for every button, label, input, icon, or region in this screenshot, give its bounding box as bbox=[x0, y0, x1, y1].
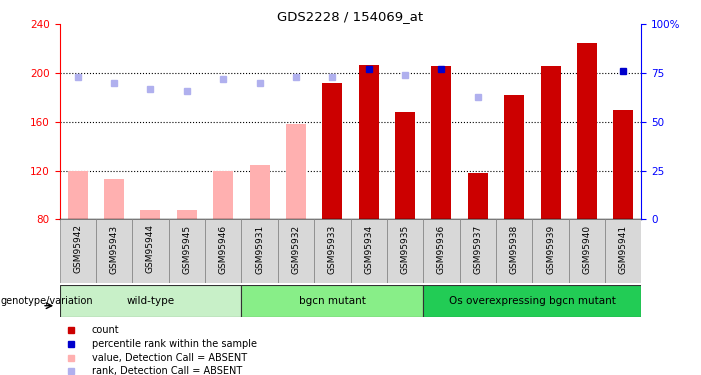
Bar bbox=[132, 219, 169, 283]
Bar bbox=[423, 285, 641, 317]
Bar bbox=[241, 219, 278, 283]
Bar bbox=[532, 219, 569, 283]
Bar bbox=[577, 43, 597, 219]
Bar bbox=[569, 219, 605, 283]
Text: GSM95937: GSM95937 bbox=[473, 225, 482, 274]
Bar bbox=[140, 210, 161, 219]
Text: count: count bbox=[92, 326, 119, 335]
Text: GSM95943: GSM95943 bbox=[109, 225, 118, 274]
Text: GSM95940: GSM95940 bbox=[583, 225, 592, 274]
Text: GSM95945: GSM95945 bbox=[182, 225, 191, 274]
Text: Os overexpressing bgcn mutant: Os overexpressing bgcn mutant bbox=[449, 296, 615, 306]
Bar bbox=[241, 285, 423, 317]
Bar bbox=[250, 165, 270, 219]
Bar bbox=[460, 219, 496, 283]
Text: GSM95932: GSM95932 bbox=[292, 225, 301, 274]
Bar bbox=[60, 219, 96, 283]
Bar bbox=[359, 64, 379, 219]
Bar bbox=[96, 219, 132, 283]
Bar bbox=[496, 219, 532, 283]
Bar bbox=[213, 171, 233, 219]
Text: genotype/variation: genotype/variation bbox=[1, 296, 93, 306]
Text: bgcn mutant: bgcn mutant bbox=[299, 296, 366, 306]
Text: GSM95944: GSM95944 bbox=[146, 225, 155, 273]
Text: GSM95933: GSM95933 bbox=[328, 225, 336, 274]
Bar bbox=[605, 219, 641, 283]
Bar bbox=[350, 219, 387, 283]
Bar bbox=[613, 110, 633, 219]
Text: GSM95936: GSM95936 bbox=[437, 225, 446, 274]
Bar bbox=[205, 219, 241, 283]
Text: GSM95939: GSM95939 bbox=[546, 225, 555, 274]
Text: GSM95941: GSM95941 bbox=[619, 225, 627, 274]
Title: GDS2228 / 154069_at: GDS2228 / 154069_at bbox=[278, 10, 423, 23]
Text: GSM95935: GSM95935 bbox=[400, 225, 409, 274]
Text: wild-type: wild-type bbox=[126, 296, 175, 306]
Bar bbox=[431, 66, 451, 219]
Text: GSM95946: GSM95946 bbox=[219, 225, 228, 274]
Bar bbox=[177, 210, 197, 219]
Bar bbox=[423, 219, 460, 283]
Text: rank, Detection Call = ABSENT: rank, Detection Call = ABSENT bbox=[92, 366, 242, 375]
Bar bbox=[322, 83, 342, 219]
Text: GSM95942: GSM95942 bbox=[74, 225, 82, 273]
Bar bbox=[169, 219, 205, 283]
Bar bbox=[104, 179, 124, 219]
Text: percentile rank within the sample: percentile rank within the sample bbox=[92, 339, 257, 349]
Bar bbox=[395, 112, 415, 219]
Bar bbox=[468, 173, 488, 219]
Bar bbox=[387, 219, 423, 283]
Bar bbox=[68, 171, 88, 219]
Bar bbox=[504, 95, 524, 219]
Bar bbox=[286, 124, 306, 219]
Text: value, Detection Call = ABSENT: value, Detection Call = ABSENT bbox=[92, 352, 247, 363]
Bar bbox=[314, 219, 350, 283]
Bar bbox=[540, 66, 561, 219]
Bar bbox=[278, 219, 314, 283]
Text: GSM95931: GSM95931 bbox=[255, 225, 264, 274]
Bar bbox=[60, 285, 241, 317]
Text: GSM95938: GSM95938 bbox=[510, 225, 519, 274]
Text: GSM95934: GSM95934 bbox=[365, 225, 373, 274]
